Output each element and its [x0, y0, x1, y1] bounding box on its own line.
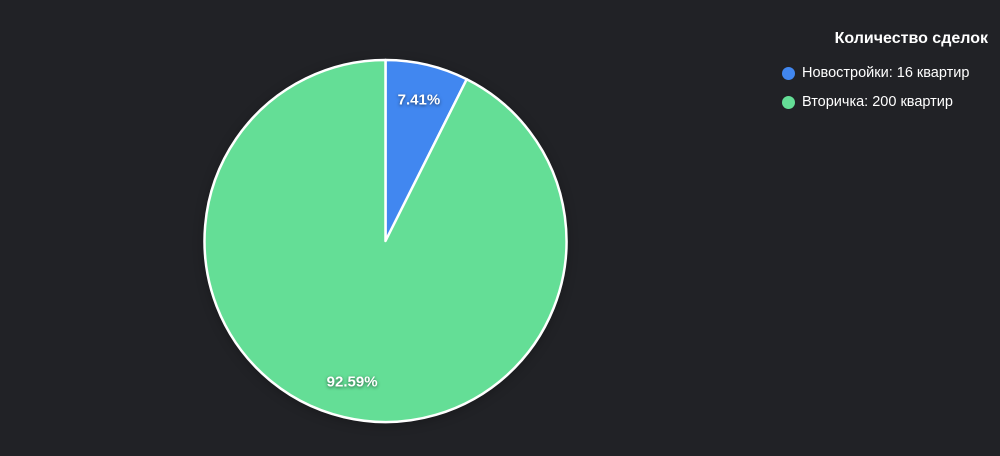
pie-slice-vtorichka[interactable]: [203, 58, 568, 424]
legend-marker-novostroyki-icon: [782, 66, 795, 80]
legend-label-novostroyki: Новостройки: 16 квартир: [802, 65, 970, 81]
legend: Количество сделок Новостройки: 16 кварти…: [782, 30, 988, 121]
legend-item-vtorichka[interactable]: Вторичка: 200 квартир: [782, 92, 988, 112]
legend-marker-vtorichka-icon: [782, 95, 795, 109]
legend-title: Количество сделок: [834, 30, 988, 47]
legend-item-novostroyki[interactable]: Новостройки: 16 квартир: [782, 63, 988, 83]
legend-label-vtorichka: Вторичка: 200 квартир: [802, 94, 953, 110]
